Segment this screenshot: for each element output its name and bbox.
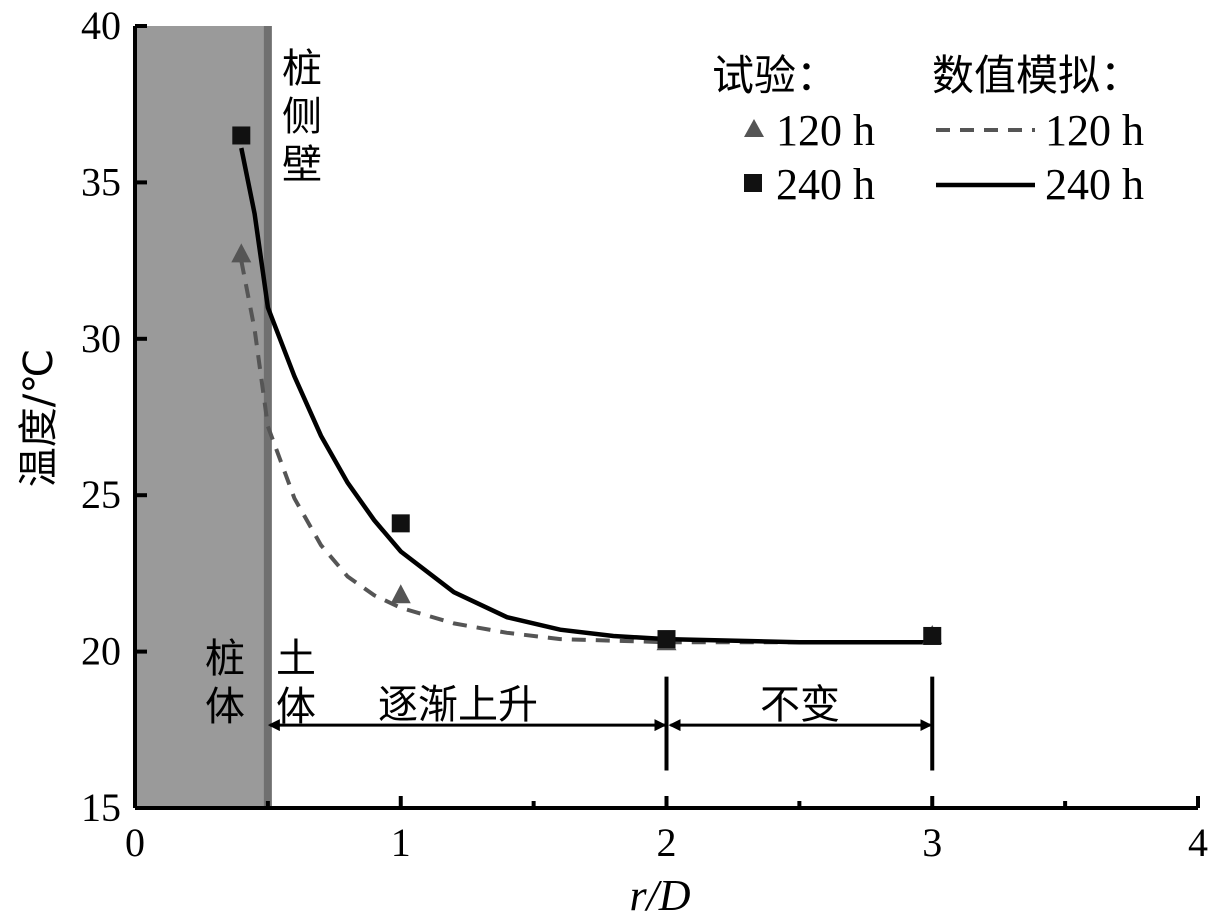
y-tick-label: 20: [81, 629, 121, 674]
y-tick-label: 40: [81, 3, 121, 48]
legend-square-marker: [744, 174, 762, 192]
x-axis-title: r/D: [629, 871, 690, 920]
test-120h-point: [390, 584, 411, 604]
svg-text:体: 体: [205, 684, 245, 730]
y-tick-label: 15: [81, 785, 121, 830]
svg-text:体: 体: [276, 684, 316, 730]
test-120h-point: [231, 243, 252, 263]
legend-sim-title: 数值模拟：: [932, 51, 1142, 100]
legend-sim-240-label: 240 h: [1045, 160, 1144, 209]
x-tick-label: 2: [657, 820, 677, 865]
pile-side-wall-label: 桩 侧 壁: [282, 46, 322, 188]
legend-test-240-label: 240 h: [776, 160, 875, 209]
test-240h-point: [391, 514, 410, 533]
legend: 试验： 数值模拟： 120 h 240 h 120 h 240 h: [712, 51, 1144, 209]
y-tick-label: 30: [81, 316, 121, 361]
y-tick-label: 35: [81, 159, 121, 204]
sim-series-120h-line: [239, 260, 941, 645]
svg-text:桩: 桩: [205, 636, 245, 682]
pile-body-label: 桩 体: [205, 636, 245, 730]
unchanged-label: 不变: [760, 682, 840, 728]
svg-text:壁: 壁: [282, 142, 322, 188]
test-240h-point: [232, 126, 251, 145]
legend-test-title: 试验：: [712, 51, 838, 100]
legend-triangle-marker: [744, 119, 764, 137]
svg-text:侧: 侧: [282, 94, 322, 140]
range-arrows: [267, 676, 935, 771]
x-tick-label: 4: [1188, 820, 1208, 865]
x-tick-label: 1: [391, 820, 411, 865]
test-240h-point: [923, 626, 942, 645]
svg-text:土: 土: [276, 636, 316, 682]
x-tick-label: 3: [922, 820, 942, 865]
pile-body-region: [135, 26, 268, 808]
y-ticks: 15 20 25 30 35 40: [81, 3, 147, 830]
gradual-rise-label: 逐渐上升: [378, 682, 538, 728]
legend-sim-120-label: 120 h: [1045, 106, 1144, 155]
x-tick-label: 0: [125, 820, 145, 865]
x-ticks: 0 1 2 3 4: [125, 796, 1208, 865]
svg-text:桩: 桩: [282, 46, 322, 92]
y-tick-label: 25: [81, 472, 121, 517]
sim-series-240h-line: [239, 147, 941, 645]
y-axis-title: 温度/℃: [16, 349, 62, 487]
legend-test-120-label: 120 h: [776, 106, 875, 155]
test-240h-point: [657, 630, 676, 649]
soil-body-label: 土 体: [276, 636, 316, 730]
test-markers: [231, 126, 943, 651]
